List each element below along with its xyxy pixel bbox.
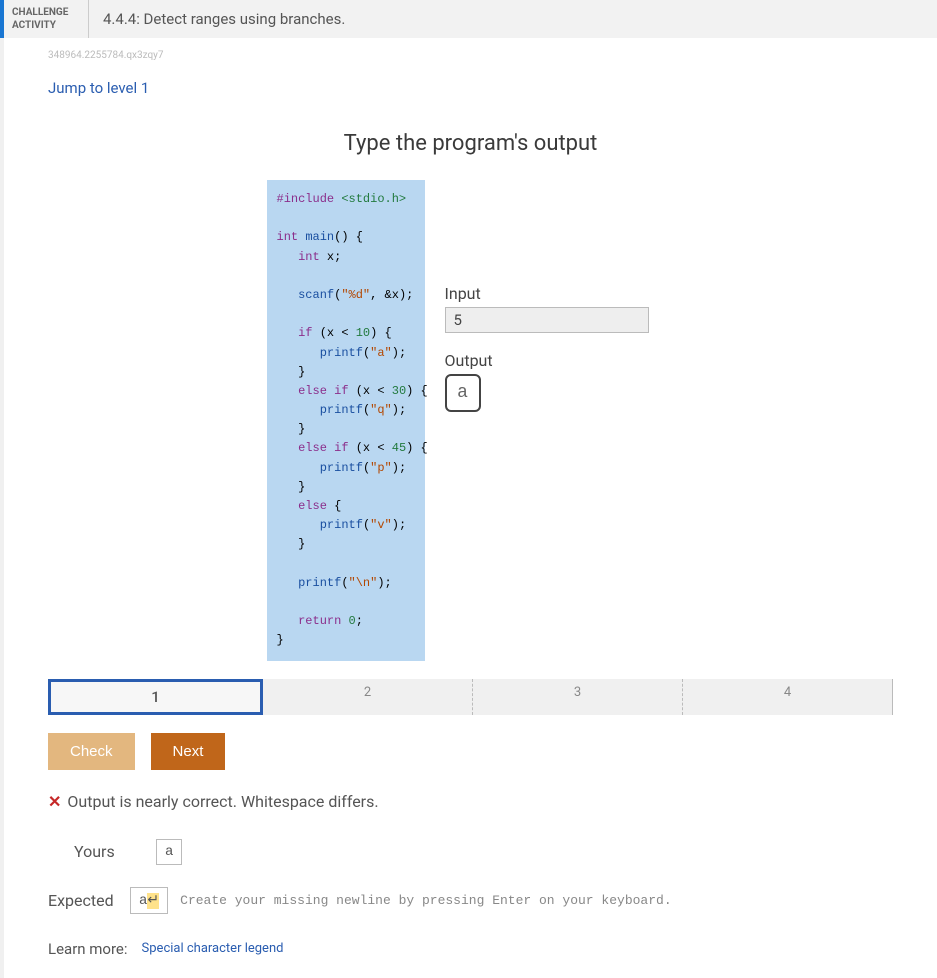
prompt-heading: Type the program's output [4,131,937,156]
expected-value: a↵ [130,887,168,914]
output-input[interactable]: a [445,374,481,412]
level-tab-4[interactable]: 4 [683,679,893,715]
level-tabs: 1 2 3 4 [48,679,893,715]
yours-value: a [156,839,182,865]
level-tab-3[interactable]: 3 [473,679,683,715]
learn-more-row: Learn more: Special character legend [48,940,937,958]
output-label: Output [445,351,675,370]
next-button[interactable]: Next [151,733,226,770]
yours-label: Yours [74,842,144,861]
code-block: #include <stdio.h> int main() { int x; s… [267,180,425,661]
challenge-body: 348964.2255784.qx3zqy7 Jump to level 1 T… [0,38,937,978]
level-tab-2[interactable]: 2 [263,679,473,715]
level-tab-1[interactable]: 1 [48,679,263,715]
feedback-message: ✕ Output is nearly correct. Whitespace d… [48,792,937,811]
challenge-badge: CHALLENGE ACTIVITY [4,0,89,38]
yours-row: Yours a [74,839,937,865]
session-id: 348964.2255784.qx3zqy7 [4,38,937,61]
feedback-text: Output is nearly correct. Whitespace dif… [67,792,378,811]
challenge-badge-line2: ACTIVITY [12,19,78,32]
learn-more-label: Learn more: [48,940,128,958]
error-x-icon: ✕ [48,792,61,811]
jump-to-level-link[interactable]: Jump to level 1 [4,61,937,97]
highlighted-newline-icon: ↵ [147,893,159,909]
expected-row: Expected a↵ Create your missing newline … [48,887,937,914]
io-column: Input 5 Output a [445,180,675,661]
challenge-badge-line1: CHALLENGE [12,6,78,19]
expected-label: Expected [48,891,118,910]
input-label: Input [445,284,675,303]
buttons-row: Check Next [48,733,937,770]
input-value: 5 [445,307,649,333]
challenge-header: CHALLENGE ACTIVITY 4.4.4: Detect ranges … [0,0,937,38]
check-button[interactable]: Check [48,733,135,770]
expected-hint: Create your missing newline by pressing … [180,893,671,908]
content-row: #include <stdio.h> int main() { int x; s… [4,180,937,661]
challenge-title: 4.4.4: Detect ranges using branches. [89,0,937,38]
special-char-legend-link[interactable]: Special character legend [142,941,284,956]
